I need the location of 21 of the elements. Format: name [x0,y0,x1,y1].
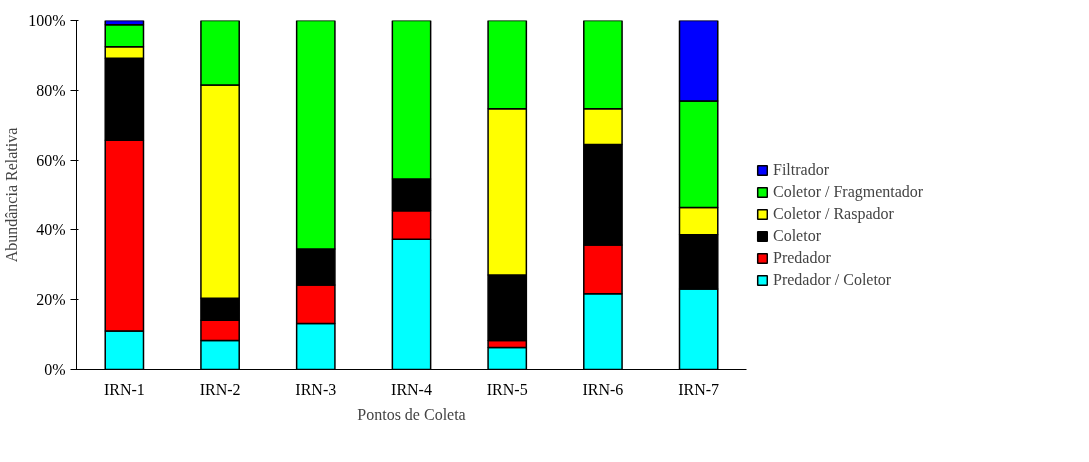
x-axis-title: Pontos de Coleta [357,405,466,423]
y-tick-label: 40% [36,221,66,239]
legend-label: Coletor / Fragmentador [773,183,924,201]
x-tick-label: IRN-7 [678,380,720,398]
x-tick-label: IRN-1 [103,380,145,398]
legend-label: Predador / Coletor [773,271,892,289]
legend-label: Predador [773,249,831,267]
x-tick-label: IRN-3 [295,380,337,398]
y-tick-label: 60% [36,151,66,169]
x-tick-label: IRN-6 [582,380,624,398]
y-tick-label: 80% [36,81,66,99]
x-tick-label: IRN-2 [199,380,241,398]
legend-label: Coletor [773,227,821,245]
y-tick-label: 0% [44,361,66,378]
x-tick-label: IRN-4 [391,380,432,398]
legend-label: Coletor / Raspador [773,205,894,223]
x-tick-label: IRN-5 [486,380,528,398]
y-axis-title: Abundância Relativa [3,127,21,263]
y-tick-label: 20% [36,291,66,309]
legend-label: Filtrador [773,161,829,179]
y-tick-label: 100% [28,12,66,29]
